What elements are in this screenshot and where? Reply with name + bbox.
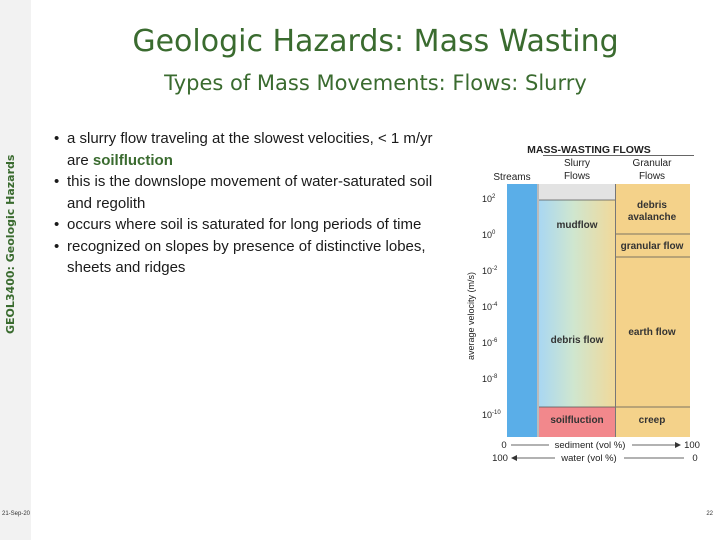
slide-title: Geologic Hazards: Mass Wasting — [132, 24, 619, 59]
sediment-arrow-head — [675, 442, 681, 448]
water-right-value: 0 — [692, 453, 697, 464]
label-debris-avalanche-line1: debris — [637, 200, 667, 211]
y-tick: 10-8 — [482, 374, 498, 384]
y-tick: 10-4 — [482, 302, 498, 312]
label-soilfluction: soilfluction — [550, 415, 603, 426]
slide-subtitle: Types of Mass Movements: Flows: Slurry — [164, 71, 587, 95]
label-granular-flow: granular flow — [621, 241, 684, 252]
bullet-item: this is the downslope movement of water-… — [51, 171, 451, 214]
water-left-value: 100 — [492, 453, 508, 464]
soilfluction-band — [539, 407, 615, 437]
water-label: water (vol %) — [560, 453, 616, 464]
label-debris-flow: debris flow — [551, 335, 604, 346]
bullet-list: a slurry flow traveling at the slowest v… — [51, 128, 451, 279]
slide-date: 21-Sep-20 — [2, 511, 31, 517]
bullet-highlight: soilfluction — [92, 151, 173, 169]
course-title: GEOL3400: Geologic Hazards — [4, 154, 17, 334]
y-tick: 100 — [482, 230, 496, 240]
streams-band — [507, 184, 537, 437]
bullet-item: recognized on slopes by presence of dist… — [51, 236, 451, 279]
bullet-text: occurs where soil is saturated for long … — [67, 216, 422, 233]
slurry-gradient-band — [539, 200, 615, 407]
mass-wasting-flows-diagram: MASS-WASTING FLOWS Streams Slurry Flows … — [466, 144, 700, 464]
sidebar: GEOL3400: Geologic Hazards 21-Sep-20 — [0, 0, 31, 540]
label-creep: creep — [639, 415, 666, 426]
page-number: 22 — [706, 511, 713, 517]
label-debris-avalanche-line2: avalanche — [628, 212, 677, 223]
y-tick: 10-2 — [482, 266, 498, 276]
column-streams: Streams — [493, 172, 530, 183]
y-tick: 10-6 — [482, 338, 498, 348]
sediment-left-value: 0 — [501, 440, 506, 451]
sediment-right-value: 100 — [684, 440, 700, 451]
bullet-item: occurs where soil is saturated for long … — [51, 214, 451, 236]
label-mudflow: mudflow — [556, 220, 597, 231]
slurry-gray-band — [539, 184, 615, 200]
water-arrow-head — [511, 455, 517, 461]
bullet-text: recognized on slopes by presence of dist… — [67, 237, 426, 277]
sediment-label: sediment (vol %) — [555, 440, 626, 451]
y-tick: 102 — [482, 194, 496, 204]
bullet-item: a slurry flow traveling at the slowest v… — [51, 128, 451, 171]
column-slurry-line2: Flows — [564, 171, 590, 182]
diagram-heading: MASS-WASTING FLOWS — [527, 144, 651, 156]
label-earth-flow: earth flow — [628, 327, 675, 338]
column-granular-line2: Flows — [639, 171, 665, 182]
y-axis-label: average velocity (m/s) — [466, 272, 476, 360]
column-slurry-line1: Slurry — [564, 158, 590, 169]
granular-band — [616, 184, 690, 437]
bullet-text: this is the downslope movement of water-… — [67, 173, 433, 212]
y-axis-ticks: 102 100 10-2 10-4 10-6 10-8 10-10 — [482, 194, 501, 420]
column-granular-line1: Granular — [633, 158, 673, 169]
bullet-text: a slurry flow traveling at the slowest v… — [67, 130, 433, 169]
y-tick: 10-10 — [482, 410, 501, 420]
